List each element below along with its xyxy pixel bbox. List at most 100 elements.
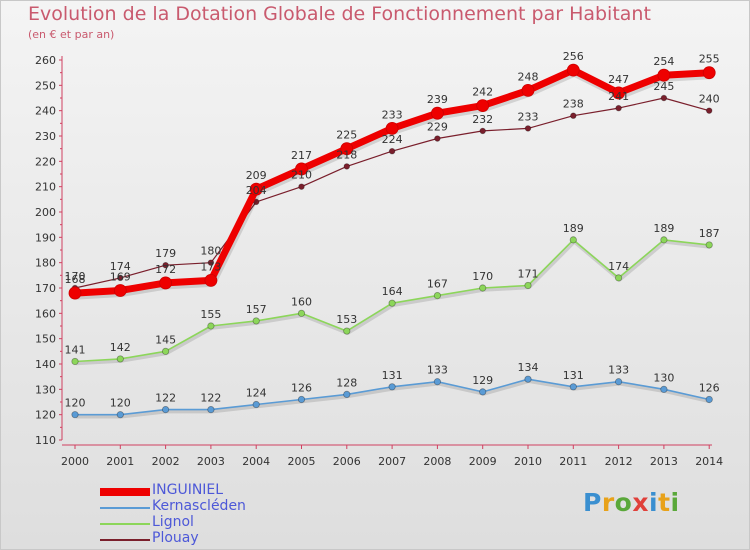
data-label: 124 — [246, 387, 267, 400]
y-tick-label: 110 — [35, 434, 56, 447]
data-label: 172 — [155, 263, 176, 276]
data-point — [479, 388, 487, 396]
data-label: 247 — [608, 73, 629, 86]
data-point — [162, 262, 169, 269]
data-label: 254 — [653, 55, 674, 68]
data-point — [207, 405, 215, 414]
x-tick-label: 2012 — [605, 455, 633, 468]
data-label: 170 — [65, 270, 86, 283]
data-label: 164 — [382, 285, 403, 298]
data-label: 170 — [472, 270, 493, 283]
data-point — [705, 395, 713, 404]
data-point — [614, 274, 623, 282]
axes: 110 120 130 140 150 160 170 180 190 200 210 220 230 2… — [35, 54, 723, 468]
data-label: 120 — [110, 397, 131, 410]
data-label: 204 — [246, 184, 267, 197]
data-label: 128 — [336, 376, 357, 389]
legend-swatch — [100, 488, 150, 496]
y-tick-label: 180 — [35, 257, 56, 270]
legend-label: INGUINIEL — [152, 482, 224, 498]
data-point — [252, 400, 260, 409]
data-label: 173 — [200, 260, 221, 273]
data-point — [204, 273, 218, 287]
legend-label: Kernascléden — [152, 498, 246, 514]
y-tick-label: 260 — [35, 54, 56, 67]
proxiti-logo: Proxiti — [583, 488, 680, 517]
data-point — [612, 86, 625, 100]
data-point — [660, 385, 668, 393]
x-tick-label: 2013 — [650, 455, 678, 468]
data-label: 218 — [336, 148, 357, 161]
data-point — [569, 383, 577, 391]
data-label: 245 — [653, 80, 674, 93]
x-tick-label: 2003 — [197, 455, 225, 468]
legend-label: Plouay — [152, 530, 199, 546]
y-tick-label: 200 — [35, 206, 56, 219]
data-point — [706, 107, 713, 114]
y-tick-label: 120 — [35, 409, 56, 422]
chart-subtitle: (en € et par an) — [28, 28, 115, 41]
data-label: 153 — [336, 313, 357, 326]
data-point — [116, 355, 124, 363]
y-tick-label: 190 — [35, 231, 56, 244]
data-point — [521, 84, 535, 97]
data-label: 256 — [563, 50, 584, 63]
data-point — [297, 309, 306, 317]
data-label: 180 — [200, 245, 221, 258]
data-point — [207, 259, 215, 266]
data-point — [660, 236, 668, 244]
data-point — [434, 135, 441, 142]
x-tick-label: 2001 — [106, 455, 134, 468]
data-point — [702, 66, 716, 80]
data-point — [162, 347, 170, 355]
data-label: 142 — [110, 341, 131, 354]
legend-swatch — [100, 523, 150, 525]
x-tick-label: 2009 — [469, 455, 497, 468]
data-label: 157 — [246, 303, 267, 316]
data-label: 141 — [65, 343, 86, 356]
data-point — [297, 395, 306, 404]
data-label: 174 — [608, 260, 629, 273]
x-tick-label: 2010 — [514, 455, 542, 468]
data-point — [71, 357, 79, 366]
data-point — [430, 106, 444, 120]
data-label: 130 — [653, 371, 674, 384]
x-tick-label: 2004 — [242, 455, 270, 468]
data-point — [388, 147, 396, 155]
data-point — [524, 281, 532, 290]
chart-title: Evolution de la Dotation Globale de Fonc… — [28, 3, 651, 25]
data-point — [295, 162, 308, 176]
data-point — [524, 375, 532, 383]
data-label: 225 — [336, 129, 357, 142]
data-point — [343, 327, 351, 335]
data-label: 255 — [699, 53, 720, 66]
data-label: 233 — [518, 110, 539, 123]
data-label: 169 — [110, 271, 131, 284]
y-tick-label: 160 — [35, 307, 56, 320]
data-point — [566, 63, 580, 77]
data-label: 187 — [699, 227, 720, 240]
data-label: 155 — [200, 308, 221, 321]
data-point — [207, 322, 215, 330]
data-point — [388, 299, 396, 307]
x-tick-label: 2005 — [288, 455, 316, 468]
data-label: 179 — [155, 247, 176, 260]
data-label: 241 — [608, 90, 629, 103]
data-point — [705, 241, 713, 249]
data-point — [657, 68, 671, 82]
y-tick-label: 170 — [35, 282, 56, 295]
data-label: 229 — [427, 121, 448, 134]
data-point — [71, 411, 79, 419]
data-label: 129 — [472, 374, 493, 387]
data-label: 189 — [653, 222, 674, 235]
legend-label: Lignol — [152, 514, 194, 530]
x-tick-label: 2006 — [333, 455, 361, 468]
data-label: 167 — [427, 278, 448, 291]
data-point — [159, 276, 173, 290]
data-point — [569, 236, 577, 244]
data-point — [476, 99, 490, 112]
data-point — [615, 104, 622, 112]
data-label: 242 — [472, 86, 493, 99]
data-label: 232 — [472, 113, 493, 126]
data-label: 209 — [246, 169, 267, 182]
